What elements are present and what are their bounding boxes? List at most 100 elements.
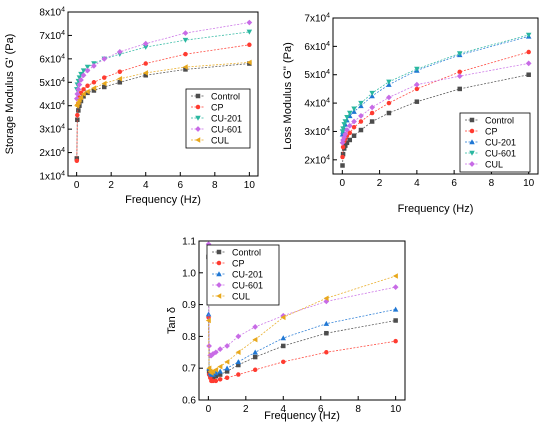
x-tick-label: 2: [377, 178, 383, 189]
data-point-cu-601: [210, 351, 216, 357]
data-point-control: [344, 140, 350, 146]
data-point-cp: [347, 130, 353, 136]
y-tick-label: 3x104: [39, 124, 65, 136]
data-point-control: [351, 133, 357, 138]
chart-2: 0 2 4 6 8 10 2x104 3x104 4x104 5x104 6x104 7x104 Fre…: [282, 13, 539, 215]
data-point-cul: [182, 64, 188, 70]
data-point-cul: [346, 122, 353, 129]
y-tick-label: 8x104: [39, 7, 65, 19]
data-point-cu-601: [358, 100, 364, 106]
data-point-cu-601: [74, 91, 81, 97]
legend-marker-cu-601: [469, 150, 475, 156]
data-point-cu-601: [84, 67, 91, 74]
legend-label-cul: CUL: [485, 160, 503, 170]
data-point-control: [210, 375, 216, 380]
data-point-control: [117, 80, 123, 85]
data-point-cul: [217, 363, 223, 370]
data-point-cul: [80, 91, 86, 97]
series-cu-201: [205, 306, 399, 377]
x-tick-label: 8: [489, 178, 495, 189]
data-point-control: [324, 330, 329, 336]
data-point-cp: [252, 367, 258, 373]
plot-frame: [67, 11, 259, 177]
data-point-cu-601: [414, 66, 420, 72]
data-point-control: [457, 86, 462, 92]
data-point-cp: [183, 51, 188, 57]
x-tick-label: 8: [212, 180, 218, 191]
data-point-control: [91, 88, 97, 93]
legend-label-cp: CP: [211, 103, 224, 113]
y-tick-label: 2x104: [304, 154, 330, 166]
data-point-cp: [74, 158, 80, 164]
data-point-cp: [236, 372, 241, 377]
legend-label-cp: CP: [232, 259, 245, 269]
data-point-cu-201: [213, 370, 219, 376]
data-point-cu-601: [91, 63, 97, 69]
legend-label-cul: CUL: [232, 292, 250, 302]
data-point-cu-601: [217, 346, 224, 352]
series-line-cp: [208, 317, 396, 382]
y-tick-label: 4x104: [39, 100, 65, 112]
data-point-cul: [323, 295, 329, 301]
data-point-control: [75, 117, 80, 123]
legend-marker-cu-201: [216, 271, 222, 277]
data-point-control: [343, 143, 348, 148]
y-tick-label: 0.6: [182, 396, 196, 407]
y-tick-label: 1x104: [39, 171, 65, 183]
data-point-cu-601: [246, 19, 253, 26]
data-point-cu-601: [386, 79, 392, 85]
legend-label-cp: CP: [485, 127, 498, 137]
legend-marker-cul: [469, 161, 475, 167]
data-point-control: [393, 318, 398, 323]
data-point-cu-601: [142, 40, 149, 47]
data-point-control: [102, 84, 107, 90]
series-cul: [205, 273, 398, 376]
data-point-cul: [369, 104, 375, 111]
y-tick-label: 4x104: [304, 98, 330, 110]
data-point-cu-201: [235, 359, 242, 365]
data-point-control: [143, 73, 148, 78]
data-point-cp: [117, 69, 123, 74]
data-point-cu-201: [392, 306, 399, 312]
data-point-cul: [101, 80, 107, 87]
data-point-cu-601: [213, 349, 219, 356]
data-point-control: [369, 119, 375, 124]
data-point-cu-601: [235, 333, 242, 340]
data-point-control: [340, 163, 345, 168]
data-point-cul: [213, 367, 219, 373]
data-point-control: [81, 94, 86, 99]
data-point-cu-201: [76, 75, 83, 81]
x-tick-label: 8: [355, 404, 361, 415]
plot-frame: [198, 240, 406, 401]
legend-marker-control: [216, 249, 222, 255]
y-tick-label: 7x104: [39, 30, 65, 42]
data-point-control: [236, 362, 241, 368]
data-point-cp: [340, 154, 345, 160]
y-tick-label: 6x104: [304, 41, 330, 53]
data-point-cul: [342, 131, 349, 138]
data-point-cu-601: [340, 126, 346, 132]
x-tick-label: 2: [243, 404, 249, 415]
data-point-cp: [281, 359, 286, 365]
data-point-cul: [91, 85, 97, 91]
legend-label-control: Control: [232, 248, 261, 258]
legend-marker-cu-201: [469, 139, 475, 145]
data-point-control: [386, 110, 392, 116]
data-point-cu-201: [142, 44, 149, 50]
data-point-cul: [84, 88, 90, 95]
y-tick-label: 3x104: [304, 126, 330, 138]
data-point-cu-201: [80, 68, 87, 74]
data-point-cul: [252, 336, 258, 343]
data-point-cu-201: [252, 349, 258, 355]
data-point-cul: [235, 349, 241, 356]
data-point-cu-601: [369, 90, 375, 96]
data-point-cu-201: [205, 311, 212, 317]
data-point-cul: [246, 59, 252, 66]
y-axis-title: Storage Modulus G' (Pa): [4, 34, 16, 155]
x-tick-label: 0: [206, 404, 212, 415]
data-point-cp: [393, 338, 398, 344]
x-tick-label: 0: [340, 178, 346, 189]
data-point-cp: [75, 112, 80, 118]
